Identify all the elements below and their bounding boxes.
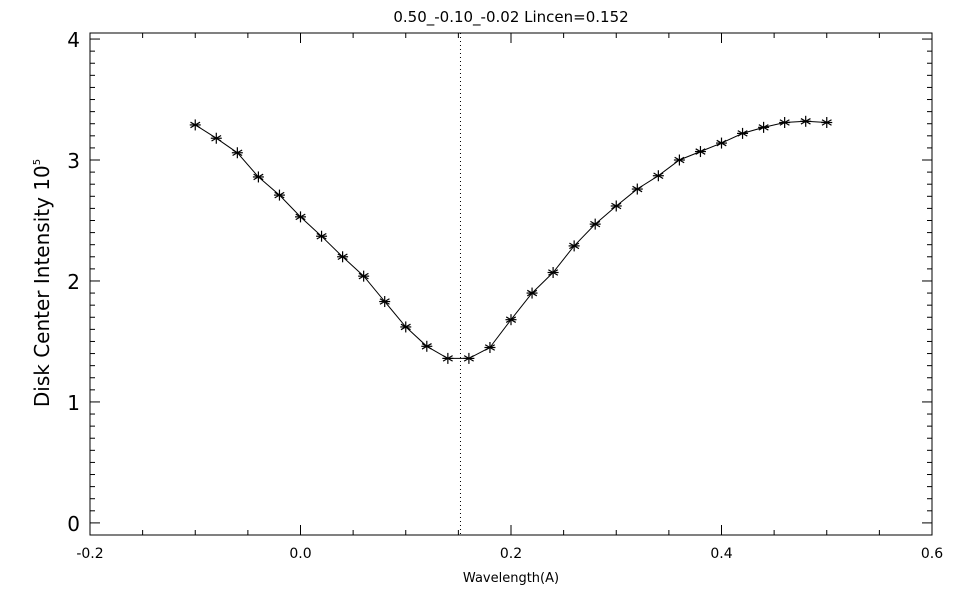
- data-point: [505, 314, 517, 326]
- x-tick-label: 0.6: [921, 546, 943, 562]
- x-axis-label: Wavelength(A): [463, 571, 559, 586]
- data-point: [779, 117, 791, 129]
- data-point: [694, 146, 706, 158]
- data-point: [484, 342, 496, 354]
- data-point: [652, 170, 664, 182]
- data-point: [189, 119, 201, 131]
- data-point: [210, 132, 222, 144]
- chart-title: 0.50_-0.10_-0.02 Lincen=0.152: [393, 8, 628, 27]
- tick-labels: -0.2 0.0 0.2 0.4 0.6 0 1 2 3 4: [67, 28, 943, 562]
- y-axis-label-text: Disk Center Intensity 10: [30, 165, 54, 407]
- data-markers: [189, 115, 833, 364]
- x-tick-label: 0.0: [289, 546, 311, 562]
- data-point: [758, 121, 770, 133]
- data-point: [358, 270, 370, 282]
- data-point: [252, 171, 264, 183]
- data-point: [316, 230, 328, 242]
- data-point: [673, 154, 685, 166]
- y-axis-label: Disk Center Intensity 105: [30, 159, 54, 407]
- data-point: [589, 218, 601, 230]
- y-tick-label: 4: [67, 28, 80, 52]
- plot-frame: [89, 32, 933, 536]
- ticks: [89, 33, 933, 536]
- data-point: [442, 352, 454, 364]
- data-point: [547, 267, 559, 279]
- data-point: [631, 183, 643, 195]
- data-point: [273, 189, 285, 201]
- x-tick-label: 0.2: [500, 546, 522, 562]
- y-tick-label: 0: [67, 512, 80, 536]
- data-point: [379, 296, 391, 308]
- data-point: [295, 211, 306, 223]
- data-point: [821, 117, 833, 129]
- data-point: [421, 340, 433, 352]
- data-point: [716, 137, 727, 149]
- y-tick-label: 3: [67, 149, 80, 173]
- data-point: [610, 200, 622, 212]
- axes: [89, 32, 933, 536]
- y-tick-label: 1: [67, 391, 80, 415]
- data-point: [526, 287, 538, 299]
- data-point: [737, 127, 749, 139]
- data-point: [463, 352, 475, 364]
- x-tick-label: 0.4: [710, 546, 732, 562]
- data-point: [400, 321, 412, 333]
- data-point: [800, 115, 812, 127]
- y-tick-label: 2: [67, 270, 80, 294]
- data-point: [568, 240, 580, 252]
- x-tick-label: -0.2: [76, 546, 103, 562]
- y-axis-label-exponent: 5: [32, 159, 43, 165]
- data-point: [231, 147, 243, 159]
- data-point: [337, 251, 349, 263]
